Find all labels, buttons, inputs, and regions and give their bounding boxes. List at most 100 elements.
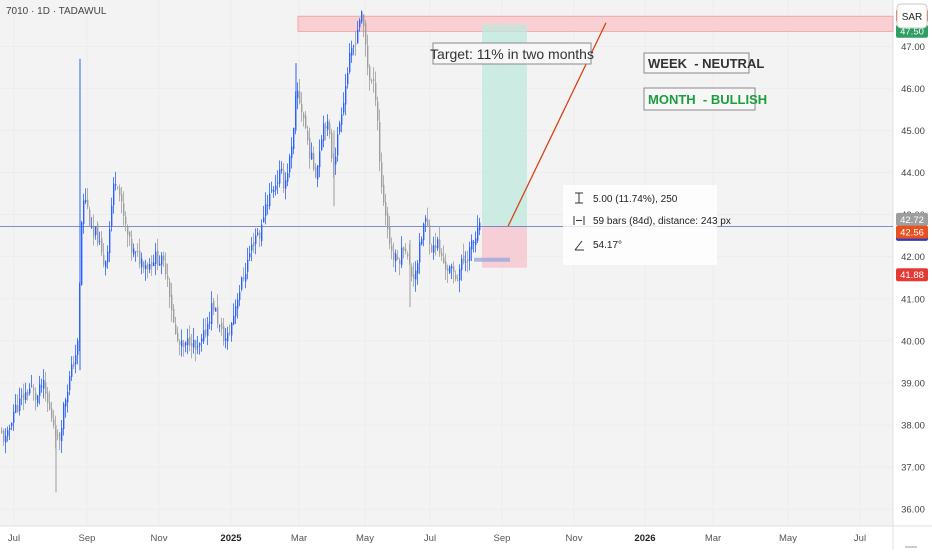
target-note[interactable]: Target: 11% in two months xyxy=(430,42,594,65)
candle-body xyxy=(299,91,301,104)
candle-body xyxy=(73,362,75,367)
candle-body xyxy=(433,245,435,253)
candle-body xyxy=(479,222,481,231)
candle-body xyxy=(153,262,155,267)
candle-body xyxy=(337,134,339,156)
candle-body xyxy=(399,260,401,265)
candle-body xyxy=(217,306,219,324)
price-tick-label: 40.00 xyxy=(901,336,925,347)
time-tick-label: Sep xyxy=(494,533,511,544)
price-tick-label: 36.00 xyxy=(901,505,925,516)
candle-body xyxy=(49,402,51,410)
candle-body xyxy=(415,270,417,280)
currency-button[interactable]: SAR xyxy=(896,3,928,29)
candle-body xyxy=(123,203,125,216)
target-zone[interactable] xyxy=(297,15,894,32)
candle-body xyxy=(87,199,89,207)
month-note-text: MONTH - BULLISH xyxy=(648,92,767,107)
candle-body xyxy=(199,343,201,346)
currency-label: SAR xyxy=(902,12,923,23)
candle-body xyxy=(59,432,61,441)
candle-body xyxy=(291,146,293,159)
month-note-box xyxy=(643,87,756,111)
candle-body xyxy=(97,223,99,244)
price-label-bg xyxy=(896,225,928,239)
candle-body xyxy=(147,264,149,269)
candle-body xyxy=(417,263,419,274)
candle-body xyxy=(181,340,183,347)
time-tick-label: Nov xyxy=(566,533,583,544)
candle-body xyxy=(231,322,233,336)
candle-body xyxy=(339,123,341,133)
candle-body xyxy=(213,300,215,311)
candle-body xyxy=(439,239,441,254)
candle-body xyxy=(69,376,71,391)
candle-body xyxy=(193,339,195,348)
candle-body xyxy=(89,209,91,226)
candle-body xyxy=(309,137,311,159)
candle-body xyxy=(159,263,161,266)
drawing-zones xyxy=(297,15,894,268)
candle-body xyxy=(263,217,265,223)
candle-body xyxy=(85,200,87,203)
candle-body xyxy=(141,258,143,268)
price-tick-label: 45.00 xyxy=(901,126,925,137)
candle-body xyxy=(139,250,141,265)
candle-body xyxy=(471,240,473,250)
time-axis[interactable]: Jul Sep Nov 2025 Mar May Jul Sep Nov 2026 Mar May Ju… xyxy=(8,533,866,544)
week-note-text: WEEK - NEUTRAL xyxy=(648,56,764,71)
candle-body xyxy=(19,398,21,411)
candle-body xyxy=(343,103,345,113)
candle-body xyxy=(127,226,129,235)
candle-body xyxy=(447,268,449,271)
candle-body xyxy=(313,153,315,170)
candle-body xyxy=(381,162,383,187)
candle-body xyxy=(287,173,289,182)
settings-corner-icon[interactable] xyxy=(903,540,919,548)
candle-body xyxy=(53,419,55,426)
candle-body xyxy=(171,294,173,311)
candle-body xyxy=(29,388,31,394)
candle-body xyxy=(373,79,375,81)
candle-body xyxy=(429,225,431,245)
candle-body xyxy=(11,422,13,427)
candle-body xyxy=(39,384,41,396)
candle-body xyxy=(21,395,23,397)
price-label-bg xyxy=(896,268,928,282)
candle-body xyxy=(369,66,371,81)
candle-body xyxy=(107,251,109,263)
time-tick-label: Nov xyxy=(151,533,168,544)
candle-body xyxy=(83,200,85,225)
candle-body xyxy=(357,29,359,44)
time-tick-label: 2026 xyxy=(634,533,655,544)
candle-body xyxy=(437,239,439,249)
time-tick-label: Sep xyxy=(79,533,96,544)
candle-body xyxy=(1,430,3,433)
candle-body xyxy=(341,114,343,125)
price-tick-label: 39.00 xyxy=(901,378,925,389)
month-note[interactable]: MONTH - BULLISH xyxy=(643,87,767,111)
candle-body xyxy=(311,152,313,160)
candle-body xyxy=(303,113,305,119)
candle-body xyxy=(421,239,423,245)
candle-body xyxy=(105,261,107,268)
week-note[interactable]: WEEK - NEUTRAL xyxy=(643,52,764,74)
candle-body xyxy=(167,275,169,280)
candle-body xyxy=(117,186,119,188)
candle-body xyxy=(223,326,225,342)
candle-body xyxy=(457,279,459,281)
candle-body xyxy=(327,121,329,130)
candle-body xyxy=(163,255,165,261)
candle-body xyxy=(475,238,477,246)
candle-body xyxy=(363,14,365,27)
candle-body xyxy=(27,392,29,396)
measure-angle-text: 54.17° xyxy=(593,240,622,251)
measure-box[interactable]: 5.00 (11.74%), 250 59 bars (84d), distan… xyxy=(563,185,731,265)
candle-body xyxy=(351,47,353,56)
candle-body xyxy=(253,242,255,247)
angle-icon xyxy=(574,240,584,251)
measure-bars-text: 59 bars (84d), distance: 243 px xyxy=(593,216,731,227)
symbol-title: 7010 · 1D · TADAWUL xyxy=(6,6,107,17)
candle-body xyxy=(43,379,45,389)
